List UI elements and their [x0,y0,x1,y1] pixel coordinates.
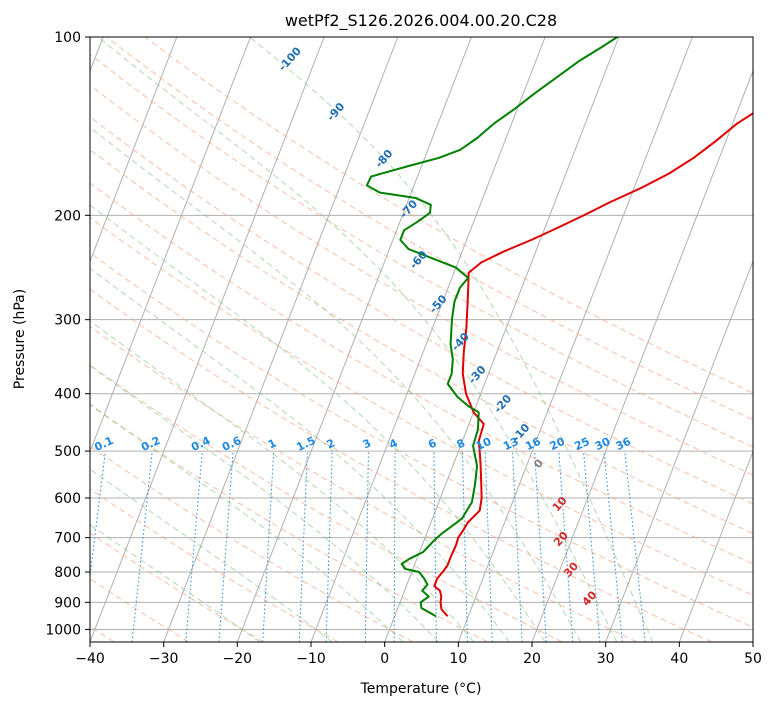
x-tick-label: −30 [149,651,179,667]
y-tick-label: 700 [54,531,81,547]
isotherm-line [90,37,251,454]
moist-adiabat-line [90,524,261,642]
x-tick-label: 20 [523,651,541,667]
mixing-ratio-lines [90,451,646,642]
y-tick-label: 200 [54,208,81,224]
y-tick-label: 1000 [45,622,81,638]
y-tick-label: 100 [54,30,81,46]
dry-adiabat-line [90,53,753,448]
y-tick-label: 300 [54,313,81,329]
x-tick-label: −10 [296,651,326,667]
dry-adiabat-line [90,404,488,642]
dry-adiabat-line [90,84,753,476]
isotherm-line [163,37,399,642]
isotherm-line [236,37,472,642]
x-tick-label: 10 [449,651,467,667]
y-tick-label: 400 [54,387,81,403]
dry-adiabat-line [90,252,753,628]
mixing-ratio-label: 16 [523,435,543,453]
dry-adiabat-line [90,182,753,565]
x-tick-label: 40 [670,651,688,667]
moist-adiabat-line [90,126,582,642]
y-tick-label: 600 [54,491,81,507]
x-tick-label: −40 [75,651,105,667]
x-tick-label: 30 [597,651,615,667]
dry-adiabats [90,37,753,642]
y-tick-label: 900 [54,595,81,611]
y-axis-label: Pressure (hPa) [12,289,28,389]
moist-adiabat-line [249,37,654,642]
dry-adiabat-line [90,445,414,642]
y-tick-label: 800 [54,565,81,581]
dry-adiabat-line [90,288,712,642]
temperature-profile-line [433,112,753,617]
mixing-ratio-label: 25 [572,435,591,453]
moist-adiabat-line [90,267,510,642]
isotherm-line [457,37,693,642]
x-axis: −40 −30 −20 −10 0 10 20 30 40 50 [75,642,762,667]
sounding-series [365,37,753,618]
mixing-ratio-label: 30 [593,435,613,453]
mixing-ratio-line [90,451,106,580]
moist-adiabat-line [90,204,546,642]
dewpoint-profile-line [365,37,618,618]
isotherm-line [90,37,178,263]
isotherm-line [90,37,325,642]
x-axis-label: Temperature (°C) [360,681,482,697]
y-tick-label: 500 [54,444,81,460]
moist-adiabat-line [90,320,475,642]
moist-adiabats [90,37,654,642]
isotherm-line [531,69,753,642]
dry-adiabat-line [90,532,264,642]
chart-title: wetPf2_S126.2026.004.00.20.C28 [285,11,557,31]
moist-adiabat-line [97,37,618,642]
y-axis: 100 200 300 400 500 600 700 800 900 1000 [45,30,90,638]
mixing-ratio-label: 10 [474,435,494,453]
plot-frame [89,36,754,643]
dry-adiabat-line [90,148,753,535]
isotherm-line [678,450,753,642]
x-tick-label: 0 [380,651,389,667]
x-tick-label: 50 [744,651,762,667]
mixing-ratio-label: 20 [548,435,568,453]
mixing-ratio-label: 13 [501,435,520,453]
x-tick-label: −20 [223,651,253,667]
moist-adiabat-line [90,403,404,642]
dry-adiabat-line [90,116,753,505]
isotherm-line [605,259,753,642]
mixing-ratio-label: 36 [614,435,634,453]
isotherm-line [384,37,620,642]
dry-adiabat-line [90,216,753,596]
plot-area [90,37,753,642]
dry-adiabat-line [90,325,638,642]
